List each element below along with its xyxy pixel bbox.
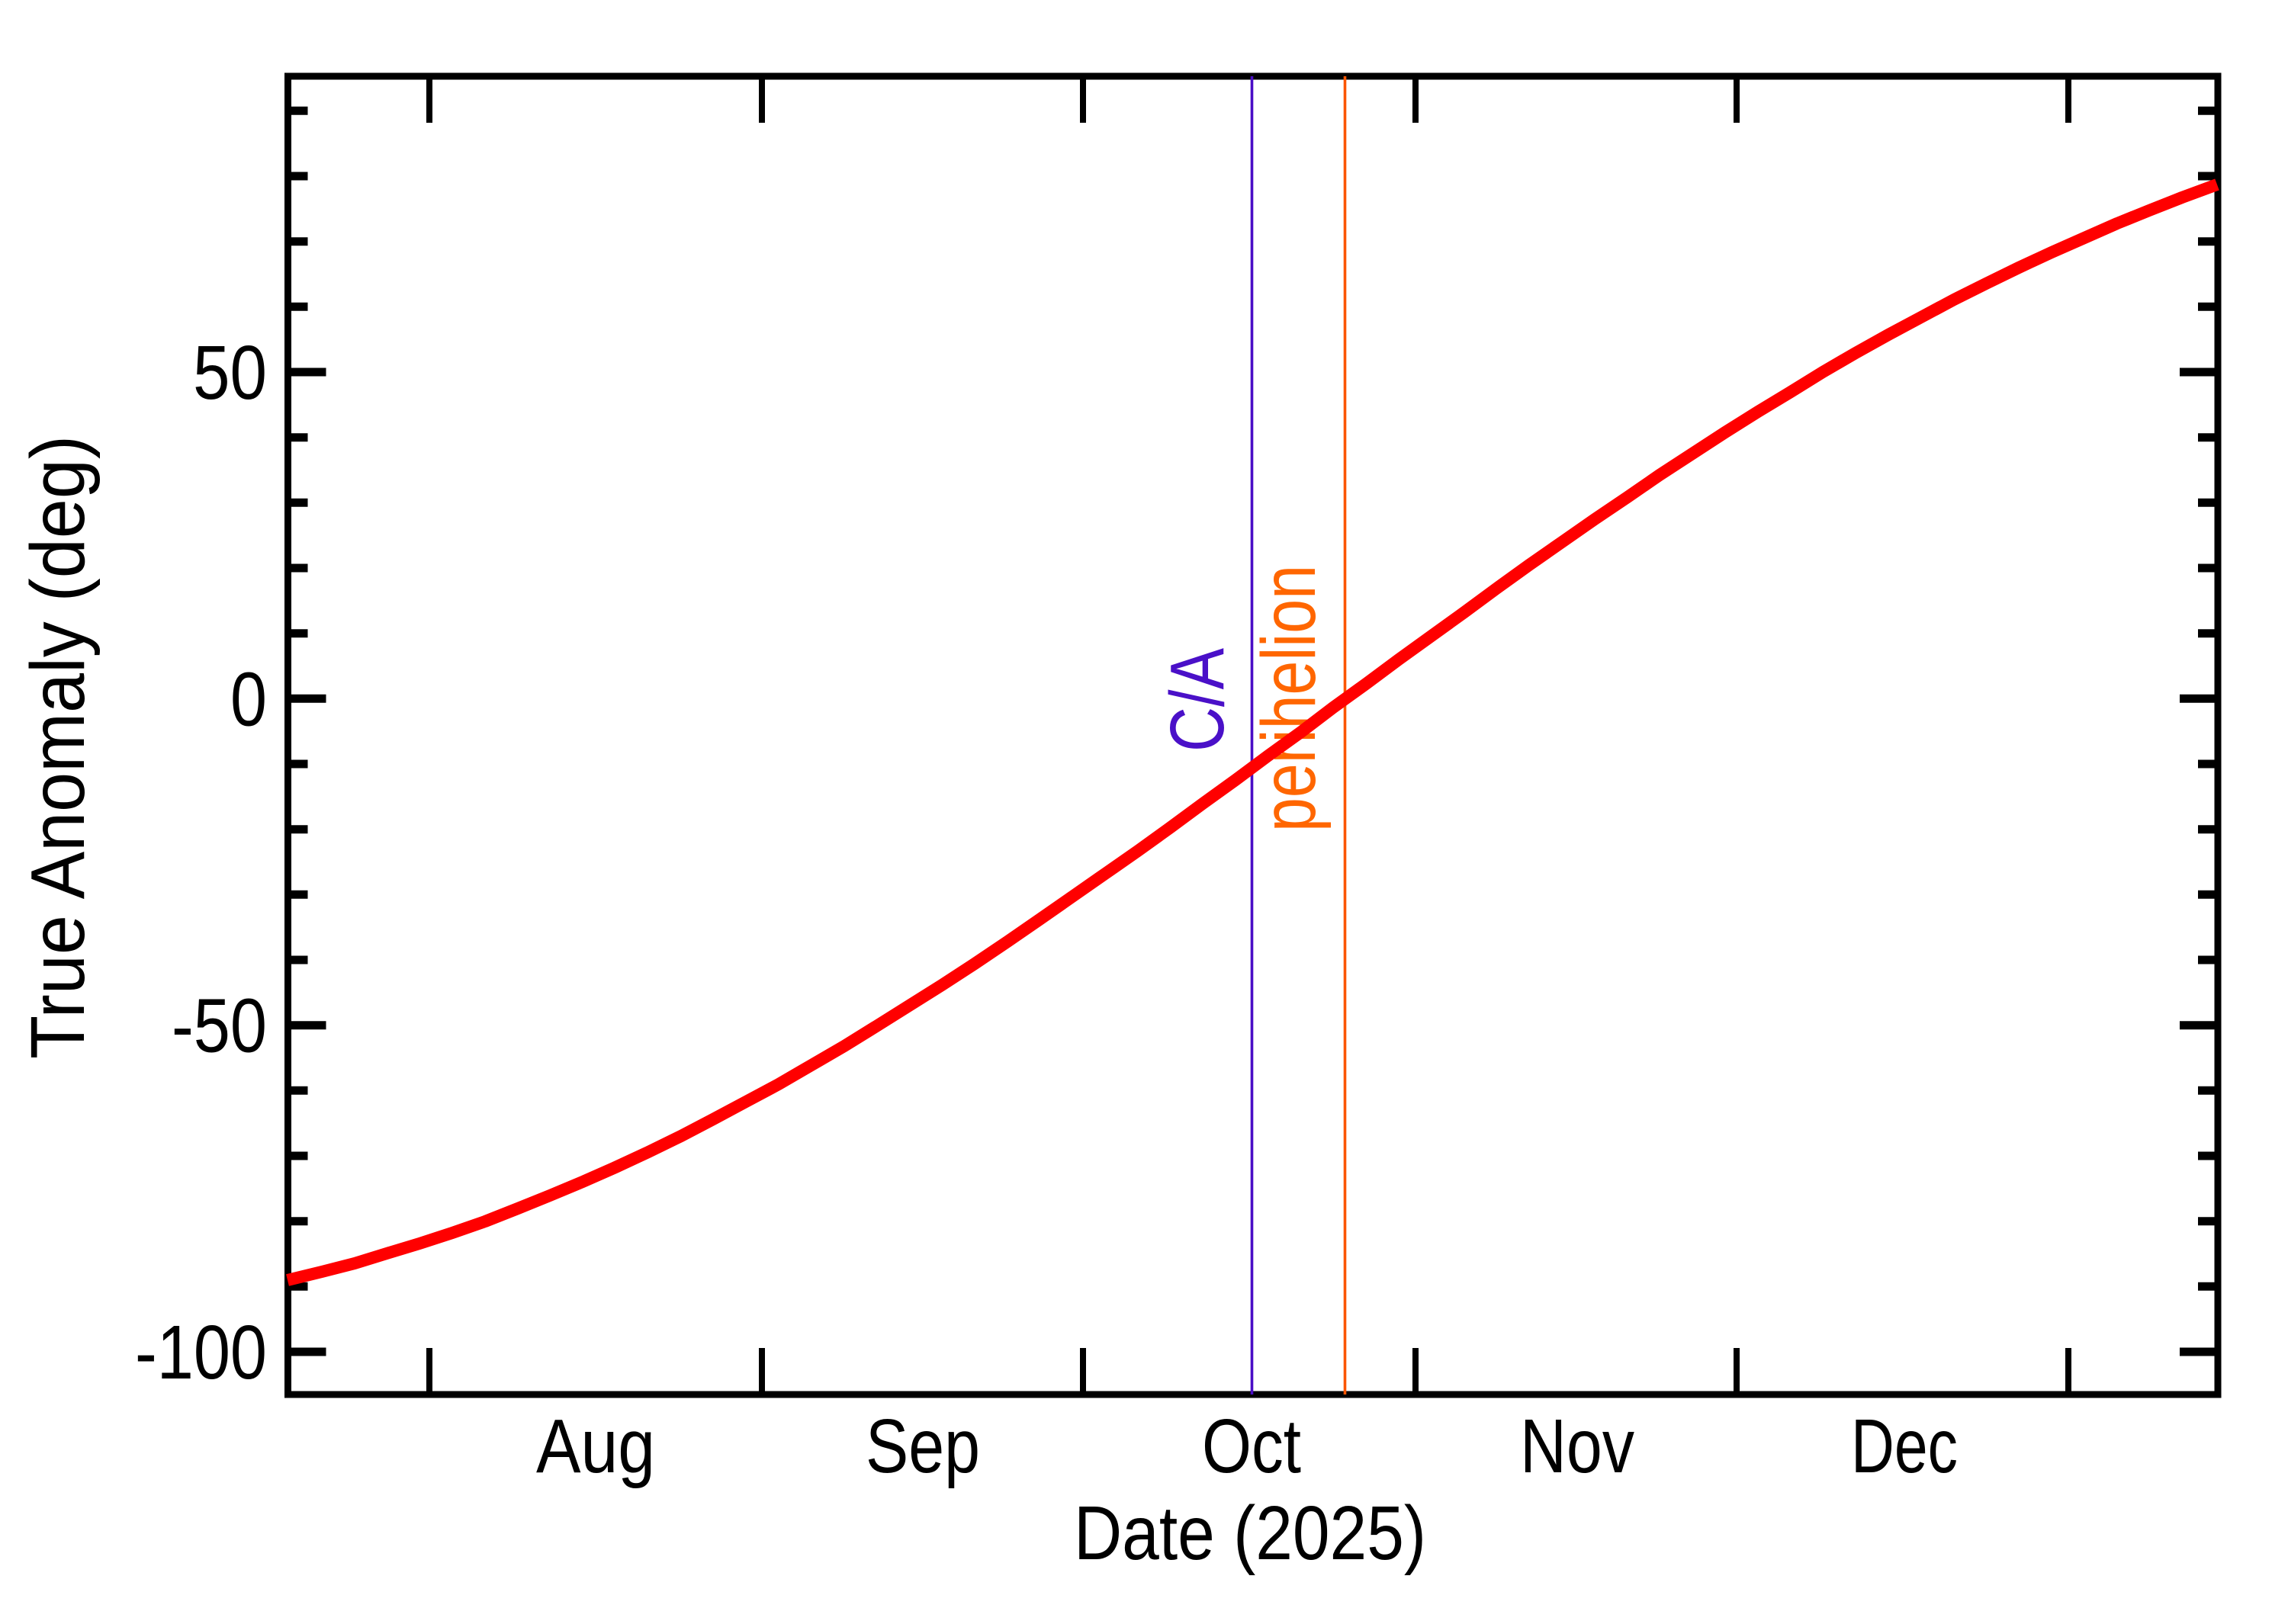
svg-text:True Anomaly (deg): True Anomaly (deg) bbox=[15, 435, 101, 1059]
svg-text:perihelion: perihelion bbox=[1246, 565, 1332, 832]
svg-text:C/A: C/A bbox=[1155, 648, 1240, 752]
svg-text:Date (2025): Date (2025) bbox=[1074, 1491, 1426, 1576]
svg-text:50: 50 bbox=[193, 330, 267, 416]
svg-text:0: 0 bbox=[230, 656, 267, 742]
svg-text:Sep: Sep bbox=[866, 1404, 980, 1489]
svg-text:Oct: Oct bbox=[1202, 1404, 1301, 1489]
svg-text:Aug: Aug bbox=[536, 1404, 655, 1489]
svg-text:Dec: Dec bbox=[1851, 1404, 1958, 1489]
svg-text:-100: -100 bbox=[135, 1310, 267, 1395]
svg-text:-50: -50 bbox=[172, 984, 267, 1069]
svg-text:Nov: Nov bbox=[1520, 1404, 1634, 1489]
